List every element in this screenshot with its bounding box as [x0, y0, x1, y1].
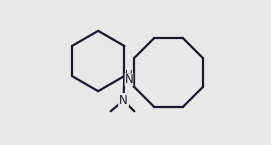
Text: N: N: [125, 73, 133, 86]
Text: N: N: [119, 94, 128, 107]
Text: H: H: [125, 70, 133, 80]
